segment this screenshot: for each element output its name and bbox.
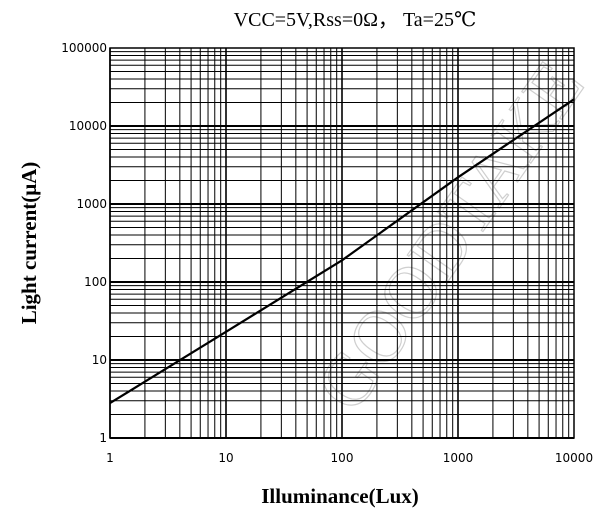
x-tick-label: 10000 — [555, 451, 593, 465]
x-axis-label: Illuminance(Lux) — [261, 484, 419, 508]
y-tick-label: 1000 — [76, 197, 107, 211]
x-tick-label: 1000 — [443, 451, 474, 465]
y-tick-label: 100000 — [61, 41, 107, 55]
y-tick-label: 1 — [99, 431, 107, 445]
x-tick-label: 10 — [218, 451, 233, 465]
watermark: GOODTAKE — [301, 47, 601, 426]
y-axis-label: Light current(μA) — [17, 162, 41, 325]
y-tick-label: 10 — [92, 353, 107, 367]
y-tick-label: 100 — [84, 275, 107, 289]
x-tick-label: 100 — [331, 451, 354, 465]
y-tick-label: 10000 — [69, 119, 107, 133]
x-tick-label: 1 — [106, 451, 114, 465]
chart-title: VCC=5V,Rss=0Ω， Ta=25℃ — [234, 9, 477, 31]
